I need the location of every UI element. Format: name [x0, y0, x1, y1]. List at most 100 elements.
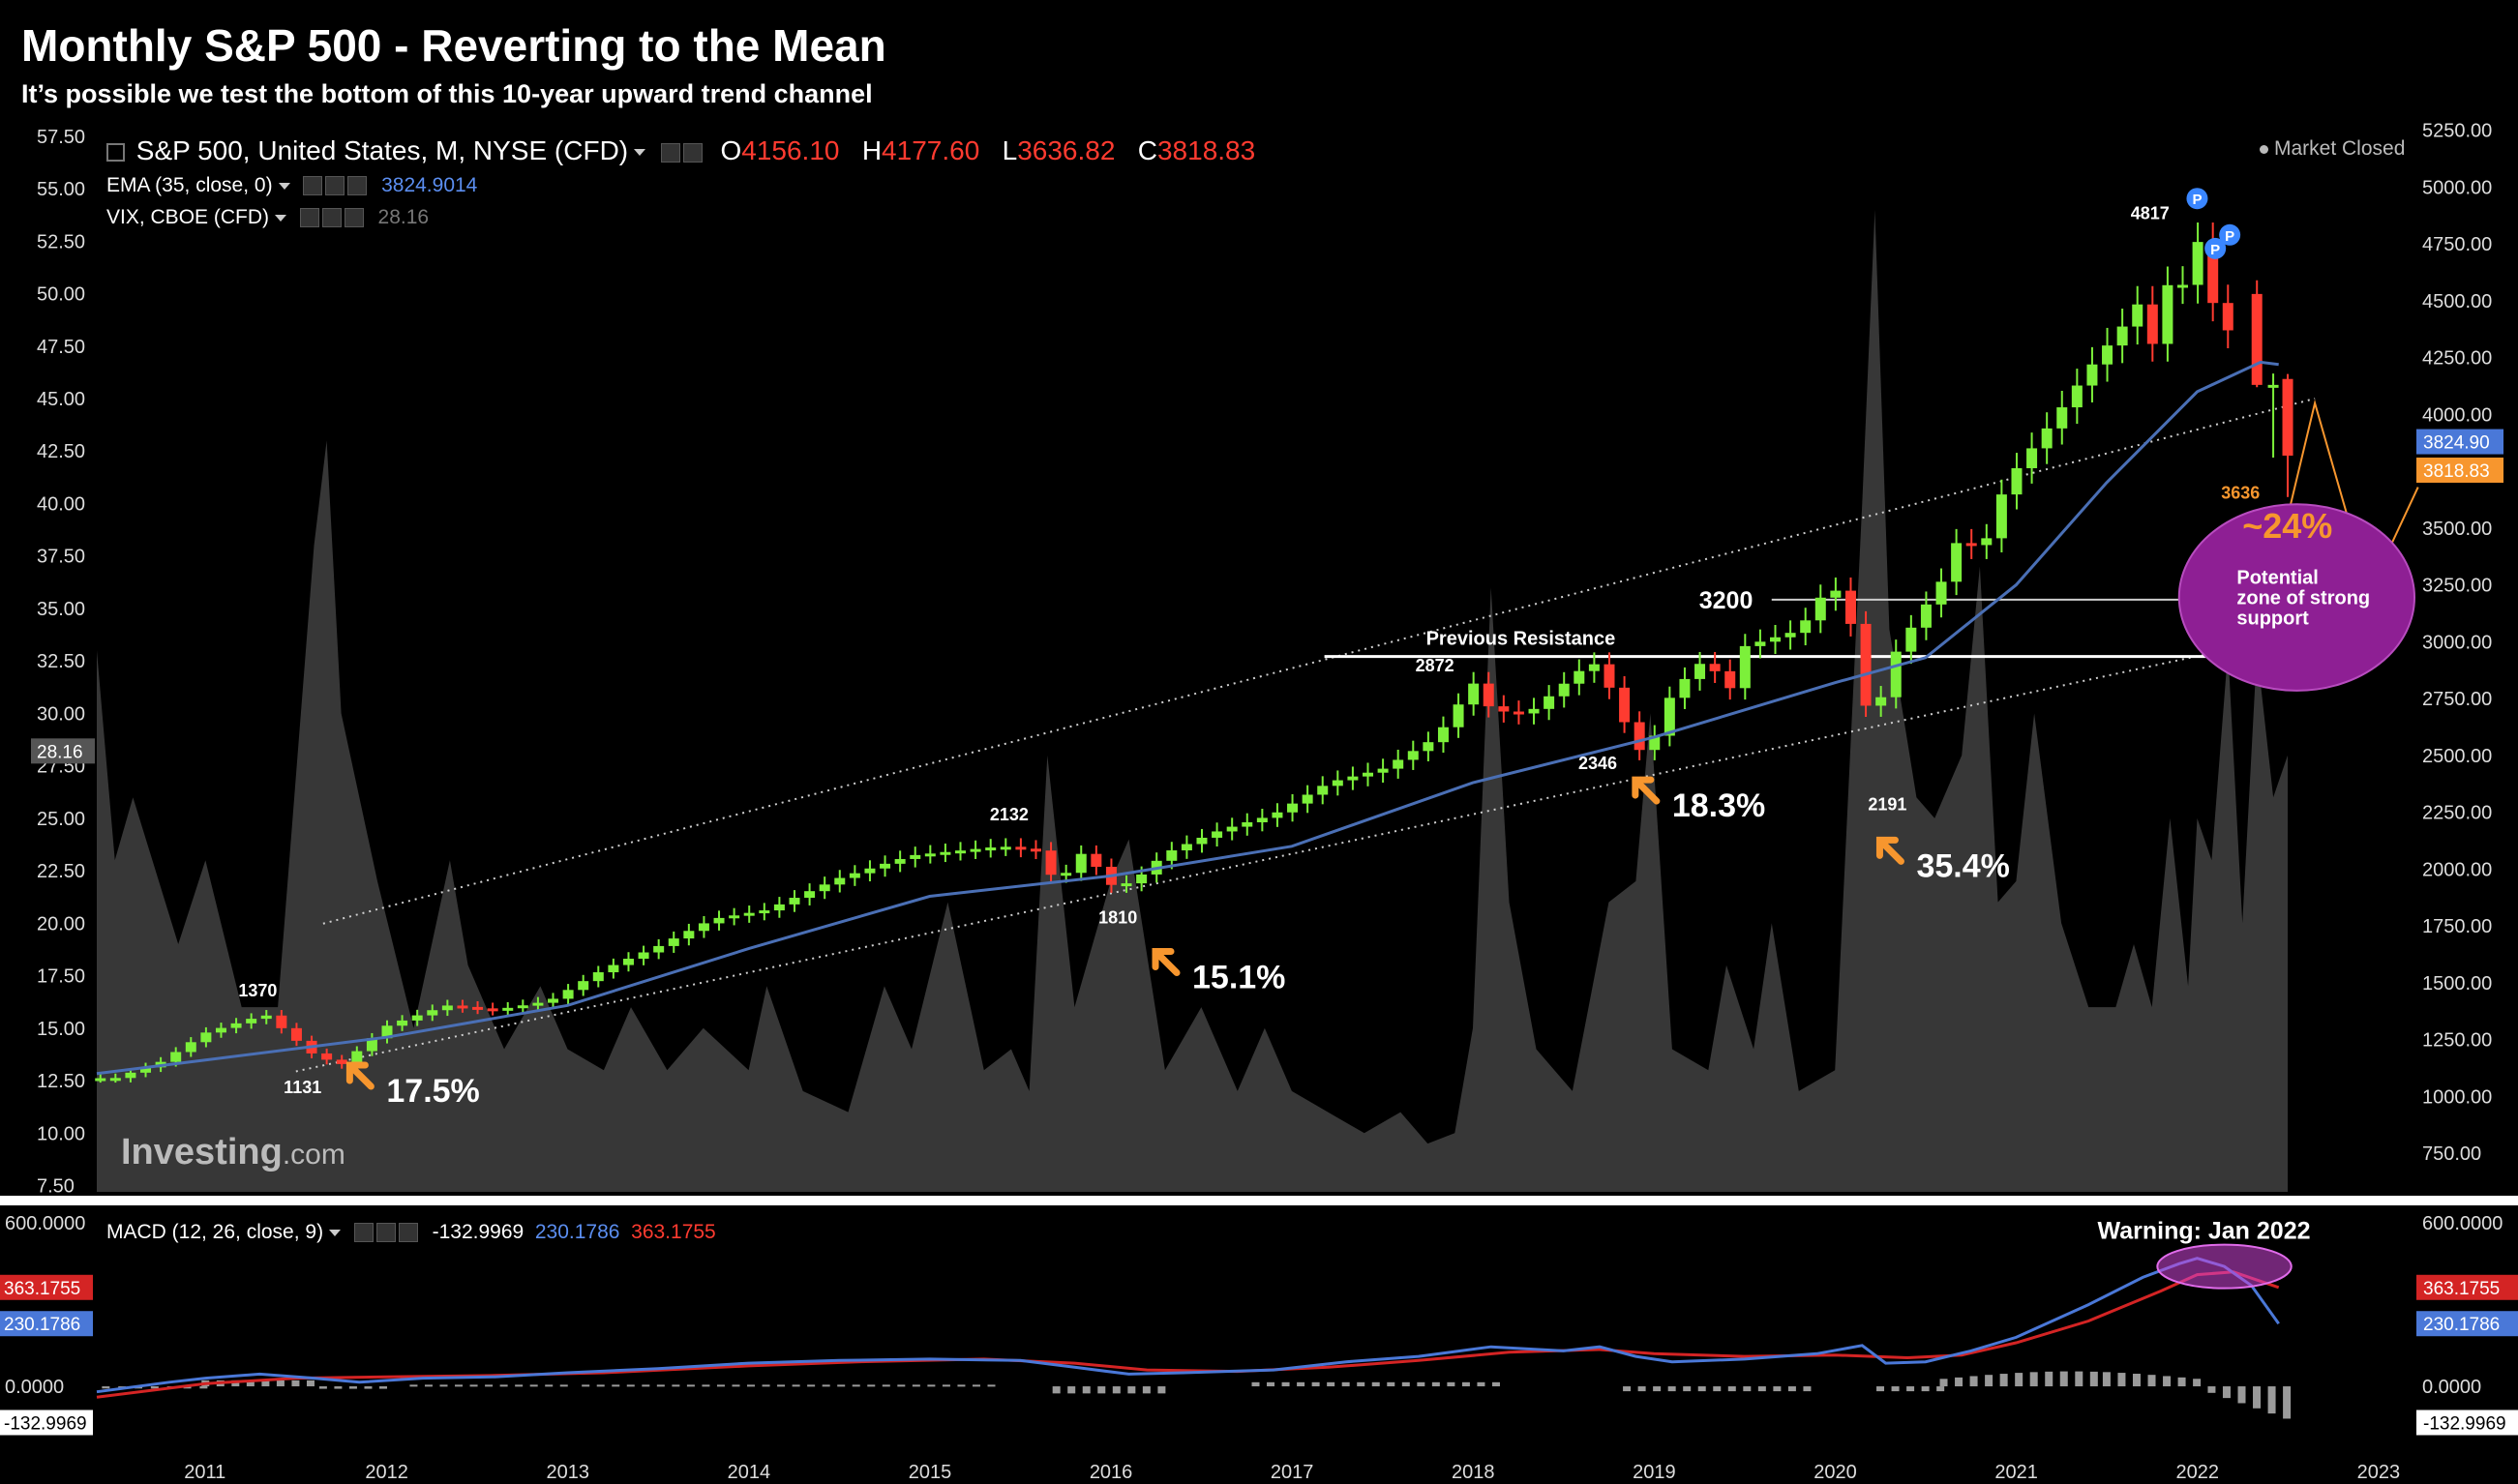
chevron-down-icon[interactable] [634, 149, 646, 157]
collapse-icon[interactable] [106, 143, 125, 163]
price-tick-label: 4500.00 [2422, 291, 2492, 312]
macd-hist-bar [2253, 1386, 2262, 1409]
candle [1437, 727, 1449, 743]
candle [668, 938, 679, 946]
macd-hist-bar [1999, 1374, 2008, 1387]
price-tick-label: 5250.00 [2422, 121, 2492, 142]
macd-tag-left [0, 1274, 93, 1300]
candle [427, 1010, 438, 1016]
close-label: C [1137, 135, 1157, 165]
macd-hist-bar [1431, 1381, 1440, 1387]
close-icon[interactable] [398, 1223, 418, 1243]
candle [1075, 853, 1087, 874]
chart-subtitle: It’s possible we test the bottom of this… [21, 79, 873, 108]
macd-hist-bar [1939, 1379, 1948, 1387]
settings-icon[interactable] [682, 142, 703, 163]
close-icon[interactable] [344, 208, 364, 228]
vix-tick-label: 25.00 [37, 809, 85, 830]
candle [472, 1006, 484, 1010]
vix-area [97, 209, 2289, 1193]
candle [1814, 597, 1826, 621]
candle [457, 1005, 468, 1009]
candle [1619, 687, 1631, 723]
x-tick-label: 2019 [1633, 1462, 1676, 1483]
vix-tick-label: 35.00 [37, 599, 85, 620]
macd-hist-bar [2029, 1372, 2038, 1387]
price-tick-label: 2000.00 [2422, 859, 2492, 880]
candle [1649, 735, 1661, 751]
close-icon[interactable] [347, 176, 368, 196]
settings-icon[interactable] [321, 208, 342, 228]
candle [366, 1038, 377, 1052]
support-zone-ellipse [2177, 503, 2415, 692]
candle [2086, 364, 2098, 386]
macd-hist-bar [1067, 1386, 1076, 1394]
candle [1784, 633, 1796, 638]
candle [1588, 664, 1600, 671]
macd-tick-label-left: 600.0000 [5, 1213, 85, 1234]
candle [200, 1032, 212, 1043]
candle [1363, 772, 1374, 777]
candle [1332, 780, 1343, 787]
candle [1890, 651, 1902, 697]
macd-hist-bar [1052, 1386, 1061, 1394]
candle [502, 1007, 514, 1011]
candle [2177, 284, 2188, 288]
eye-icon[interactable] [353, 1223, 374, 1243]
price-tick-label: 1750.00 [2422, 916, 2492, 937]
candle [532, 1002, 544, 1006]
candle [713, 917, 725, 924]
macd-hist-bar [318, 1386, 327, 1389]
price-tick-label: 5000.00 [2422, 177, 2492, 198]
eye-icon[interactable] [303, 176, 323, 196]
candle [1091, 853, 1102, 867]
x-tick-label: 2022 [2175, 1462, 2219, 1483]
macd-tick-label-right: 0.0000 [2422, 1377, 2481, 1398]
chevron-down-icon[interactable] [278, 182, 290, 190]
macd-hist-bar [485, 1384, 494, 1387]
pivot-label: 1131 [284, 1078, 321, 1097]
candle [759, 910, 770, 914]
eye-icon[interactable] [660, 142, 680, 163]
candle [1920, 604, 1932, 628]
macd-hist-bar [102, 1386, 110, 1389]
macd-hist-bar [1713, 1386, 1722, 1392]
macd-hist-bar [1757, 1386, 1766, 1392]
vix-tick-label: 17.50 [37, 966, 85, 988]
x-tick-label: 2021 [1994, 1462, 2038, 1483]
macd-hist-bar [515, 1384, 524, 1387]
macd-label[interactable]: MACD (12, 26, close, 9) [106, 1221, 324, 1243]
macd-hist-bar [1667, 1386, 1676, 1392]
candle [290, 1027, 302, 1041]
chevron-down-icon[interactable] [329, 1229, 342, 1236]
candle [1256, 817, 1268, 822]
settings-icon[interactable] [375, 1223, 396, 1243]
macd-hist-bar [2015, 1373, 2023, 1387]
eye-icon[interactable] [299, 208, 319, 228]
macd-hist-bar [1906, 1386, 1915, 1392]
candle [1664, 697, 1675, 736]
p-marker-icon [2186, 188, 2208, 210]
support-zone-text: Potential [2236, 568, 2318, 589]
macd-hist-bar [1773, 1386, 1782, 1392]
chart-title: Monthly S&P 500 - Reverting to the Mean [21, 20, 886, 71]
candle [834, 877, 846, 885]
pivot-label: 1370 [238, 981, 277, 1000]
vix-label[interactable]: VIX, CBOE (CFD) [106, 206, 270, 228]
settings-icon[interactable] [325, 176, 345, 196]
macd-hist-bar [2075, 1371, 2083, 1387]
level-3200-label: 3200 [1699, 587, 1754, 614]
candle [2116, 326, 2128, 346]
macd-tag-label-right: -132.9969 [2423, 1413, 2506, 1434]
p-marker-label: P [2192, 192, 2202, 208]
price-tick-label: 750.00 [2422, 1143, 2481, 1165]
macd-hist-bar [1891, 1386, 1900, 1392]
chevron-down-icon[interactable] [275, 214, 287, 222]
macd-tag-label-left: 363.1755 [4, 1279, 80, 1299]
candle [1830, 590, 1842, 598]
ema-label[interactable]: EMA (35, close, 0) [106, 174, 273, 196]
x-tick-label: 2017 [1271, 1462, 1314, 1483]
macd-hist-bar [807, 1384, 816, 1387]
symbol-label[interactable]: S&P 500, United States, M, NYSE (CFD) [135, 135, 629, 165]
candle [2146, 304, 2158, 344]
